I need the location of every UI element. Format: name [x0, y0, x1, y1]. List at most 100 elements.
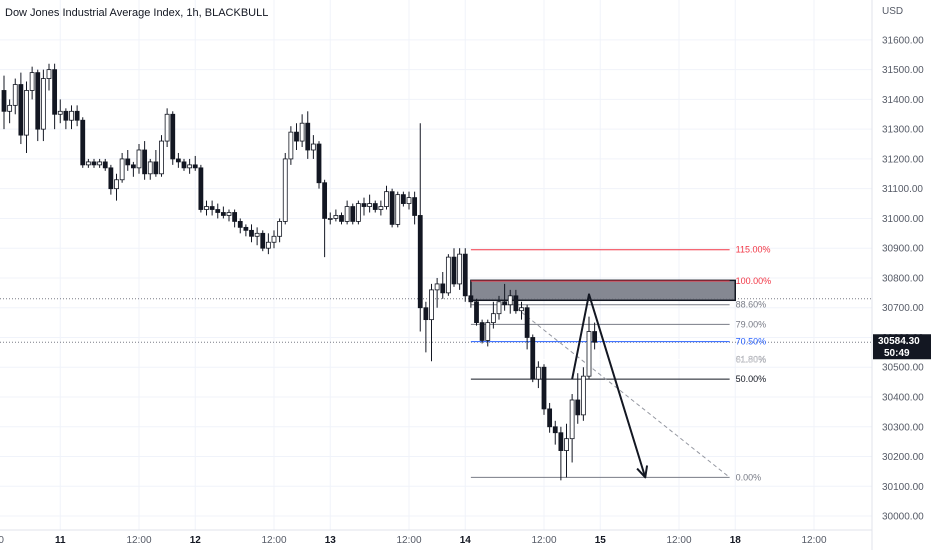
candle-body: [159, 140, 164, 175]
candle-body: [569, 399, 575, 440]
bullish-candle: [310, 135, 316, 159]
time-tick-label: 12:00: [801, 535, 826, 546]
candle-body: [74, 110, 80, 121]
bearish-candle: [170, 111, 176, 165]
bearish-candle: [316, 141, 322, 189]
bullish-candle: [485, 319, 491, 347]
bullish-candle: [282, 152, 288, 225]
bullish-candle: [507, 289, 513, 314]
candle-body: [558, 432, 564, 451]
bearish-candle: [198, 164, 204, 213]
bearish-candle: [220, 206, 226, 219]
candle-body: [378, 206, 384, 210]
time-tick-label: 18: [730, 535, 742, 546]
candle-body: [322, 182, 328, 219]
bullish-candle: [445, 254, 451, 296]
price-tick-label: 30800.00: [882, 273, 924, 284]
time-axis[interactable]: 00 11 12:00 12 12:00 13 12:00 14 12:00 15 12:00 18 1…: [0, 535, 827, 546]
candle-body: [575, 399, 581, 416]
candle-body: [327, 218, 333, 220]
candle-body: [204, 206, 209, 210]
last-price-badge-bg: [873, 334, 931, 360]
price-tick-label: 31400.00: [882, 95, 924, 106]
horizontal-grid: [0, 39, 872, 517]
candle-body: [474, 301, 479, 324]
bearish-candle: [451, 248, 457, 287]
candle-body: [395, 194, 401, 225]
bullish-candle: [355, 200, 361, 225]
fib-level-label: 0.00%: [736, 472, 762, 482]
candle-body: [52, 69, 58, 115]
candle-body: [220, 212, 226, 216]
bearish-candle: [547, 402, 553, 433]
candle-body: [249, 229, 254, 237]
bullish-candle: [519, 301, 524, 320]
bearish-candle: [192, 155, 198, 171]
bearish-candle: [339, 212, 344, 225]
candle-body: [440, 283, 446, 294]
bullish-candle: [580, 367, 586, 421]
candle-body: [85, 161, 91, 166]
candle-body: [457, 253, 463, 285]
bearish-candle: [52, 63, 58, 130]
candle-body: [114, 179, 119, 190]
price-tick-label: 31300.00: [882, 125, 924, 136]
candle-body: [260, 232, 266, 249]
candle-body: [1, 90, 7, 112]
candle-body: [209, 206, 215, 210]
candle-body: [69, 110, 74, 121]
candle-body: [389, 191, 395, 225]
bullish-candle: [40, 69, 46, 142]
bearish-candle: [130, 161, 136, 177]
fib-trend-line[interactable]: [515, 307, 730, 478]
candle-body: [130, 164, 136, 169]
price-tick-label: 30900.00: [882, 244, 924, 255]
candle-body: [46, 69, 52, 79]
candle-body: [80, 119, 86, 166]
bearish-candle: [102, 158, 108, 171]
bullish-candle: [569, 394, 575, 463]
bearish-candle: [372, 200, 378, 213]
bearish-candle: [63, 108, 69, 130]
candle-body: [102, 161, 108, 169]
candle-body: [547, 408, 553, 428]
candle-body: [417, 215, 423, 309]
bearish-candle: [243, 224, 249, 237]
price-axis[interactable]: 31600.00 31500.00 31400.00 31300.00 31200.00…: [882, 35, 924, 522]
bullish-candle: [187, 158, 193, 174]
bearish-candle: [389, 188, 395, 228]
bearish-candle: [552, 420, 558, 445]
candle-body: [142, 149, 148, 175]
candle-body: [507, 295, 513, 306]
candle-body: [198, 167, 204, 210]
candle-body: [153, 161, 159, 175]
bullish-candle: [69, 105, 74, 130]
bullish-candle: [271, 230, 277, 249]
bullish-candle: [299, 114, 305, 148]
bullish-candle: [378, 200, 384, 216]
candle-body: [586, 331, 592, 377]
candle-body: [192, 164, 198, 169]
bearish-candle: [558, 426, 564, 481]
projection-arrow[interactable]: [571, 293, 649, 479]
candle-body: [164, 113, 170, 142]
candle-body: [18, 84, 24, 136]
candle-body: [372, 203, 378, 210]
candle-body: [367, 203, 373, 207]
bearish-candle: [80, 117, 86, 168]
candle-body: [496, 301, 502, 315]
bullish-candle: [12, 78, 18, 115]
candle-body: [108, 167, 114, 190]
candle-body: [400, 194, 406, 204]
candle-body: [339, 215, 344, 222]
candle-body: [243, 226, 249, 231]
fibonacci-retracement[interactable]: 115.00% 100.00% 88.60% 79.00% 70.50% 61.80% 50…: [470, 245, 771, 483]
bearish-candle: [530, 334, 536, 383]
bearish-candle: [215, 203, 221, 219]
projection-path[interactable]: [571, 293, 647, 478]
bearish-candle: [322, 179, 328, 258]
bearish-candle: [524, 304, 530, 350]
candle-body: [91, 161, 97, 166]
